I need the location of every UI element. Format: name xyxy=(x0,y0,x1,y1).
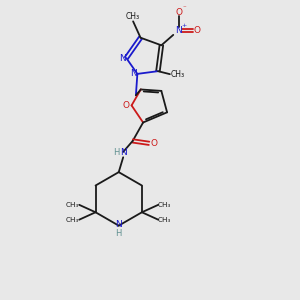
Text: CH₃: CH₃ xyxy=(171,70,185,79)
Text: N: N xyxy=(119,54,126,63)
Text: CH₃: CH₃ xyxy=(66,217,80,223)
Text: N: N xyxy=(130,69,137,78)
Text: +: + xyxy=(181,22,187,28)
Text: N: N xyxy=(115,220,122,229)
Text: O: O xyxy=(151,139,158,148)
Text: N: N xyxy=(120,148,127,157)
Text: CH₃: CH₃ xyxy=(126,11,140,20)
Text: O: O xyxy=(123,101,130,110)
Text: ⁻: ⁻ xyxy=(183,5,186,11)
Text: O: O xyxy=(175,8,182,17)
Text: H: H xyxy=(116,229,122,238)
Text: CH₃: CH₃ xyxy=(66,202,80,208)
Text: N: N xyxy=(175,26,182,35)
Text: CH₃: CH₃ xyxy=(158,217,172,223)
Text: O: O xyxy=(194,26,200,35)
Text: H: H xyxy=(113,148,120,157)
Text: CH₃: CH₃ xyxy=(158,202,172,208)
